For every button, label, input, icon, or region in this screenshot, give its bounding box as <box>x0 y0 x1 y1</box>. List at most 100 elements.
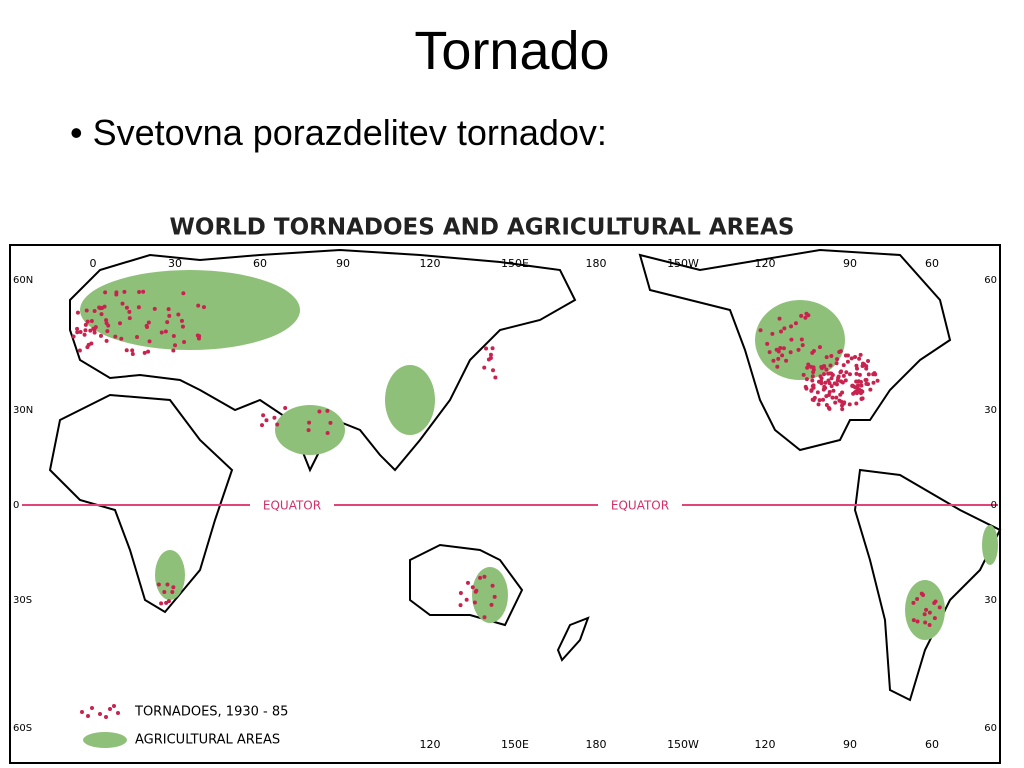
longitude-label: 60 <box>253 257 267 270</box>
tornado-dot <box>933 599 938 604</box>
tornado-dot <box>146 320 151 325</box>
tornado-dot <box>784 358 789 363</box>
ag-area <box>80 270 300 350</box>
longitude-label: 180 <box>586 257 607 270</box>
tornado-dot <box>102 304 107 309</box>
tornado-dot <box>826 378 831 383</box>
tornado-dot <box>859 396 864 401</box>
tornado-dot <box>114 290 119 295</box>
legend-dot <box>112 704 116 708</box>
longitude-label: 30 <box>168 257 182 270</box>
tornado-dot <box>159 601 164 606</box>
tornado-dot <box>799 313 804 318</box>
tornado-dot <box>828 363 833 368</box>
tornado-dot <box>283 405 288 410</box>
tornado-dot <box>127 316 132 321</box>
tornado-dot <box>144 323 149 328</box>
tornado-dot <box>130 352 135 357</box>
tornado-dot <box>921 593 926 598</box>
tornado-dot <box>130 348 135 353</box>
tornado-dot <box>146 349 151 354</box>
tornado-dot <box>306 428 311 433</box>
legend-swatch <box>83 732 127 748</box>
latitude-label: 60N <box>13 275 33 286</box>
tornado-points <box>71 289 942 628</box>
africa <box>48 393 234 614</box>
latitude-label: 0 <box>991 500 997 511</box>
tornado-dot <box>491 368 496 373</box>
tornado-dot <box>758 328 763 333</box>
legend-dot <box>104 715 108 719</box>
longitude-label: 60 <box>925 257 939 270</box>
tornado-dot <box>771 358 776 363</box>
longitude-label: 180 <box>586 738 607 751</box>
tornado-dot <box>823 380 828 385</box>
tornado-dot <box>490 583 495 588</box>
tornado-dot <box>843 378 848 383</box>
tornado-dot <box>868 387 873 392</box>
longitude-label: 120 <box>755 257 776 270</box>
tornado-dot <box>911 600 916 605</box>
tornado-dot <box>812 395 817 400</box>
tornado-dot <box>811 385 816 390</box>
tornado-dot <box>136 305 141 310</box>
tornado-dot <box>840 380 845 385</box>
tornado-dot <box>854 401 859 406</box>
tornado-dot <box>822 363 827 368</box>
longitude-label: 120 <box>420 738 441 751</box>
tornado-dot <box>857 356 862 361</box>
tornado-dot <box>829 376 834 381</box>
tornado-dot <box>806 313 811 318</box>
tornado-dot <box>472 600 477 605</box>
tornado-dot <box>835 357 840 362</box>
tornado-dot <box>841 373 846 378</box>
tornado-dot <box>864 364 869 369</box>
tornado-dot <box>97 305 102 310</box>
tornado-dot <box>122 289 127 294</box>
latitude-label: 60S <box>13 723 32 734</box>
tornado-dot <box>860 389 865 394</box>
tornado-dot <box>840 407 845 412</box>
tornado-dot <box>776 349 781 354</box>
tornado-dot <box>82 332 87 337</box>
map-title: WORLD TORNADOES AND AGRICULTURAL AREAS <box>170 215 795 241</box>
tornado-dot <box>261 413 266 418</box>
tornado-dot <box>805 365 810 370</box>
tornado-dot <box>809 364 814 369</box>
tornado-dot <box>801 372 806 377</box>
tornado-dot <box>147 339 152 344</box>
tornado-dot <box>841 363 846 368</box>
tornado-dot <box>780 353 785 358</box>
tornado-dot <box>458 591 463 596</box>
tornado-dot <box>166 307 171 312</box>
tornado-dot <box>858 352 863 357</box>
tornado-dot <box>860 361 865 366</box>
tornado-dot <box>833 400 838 405</box>
latitude-label: 60 <box>984 723 997 734</box>
tornado-dot <box>478 575 483 580</box>
tornado-dot <box>830 395 835 400</box>
tornado-dot <box>856 383 861 388</box>
ag-area <box>472 567 508 623</box>
tornado-dot <box>834 361 839 366</box>
tornado-dot <box>875 378 880 383</box>
tornado-dot <box>493 375 498 380</box>
tornado-dot <box>171 334 176 339</box>
tornado-dot <box>847 402 852 407</box>
legend-dot <box>108 707 112 711</box>
tornado-dot <box>837 398 842 403</box>
tornado-dot <box>171 348 176 353</box>
tornado-dot <box>777 316 782 321</box>
tornado-dot <box>817 345 822 350</box>
tornado-dot <box>847 372 852 377</box>
tornado-dot <box>793 321 798 326</box>
tornado-dot <box>152 306 157 311</box>
tornado-dot <box>819 381 824 386</box>
tornado-dot <box>830 373 835 378</box>
longitude-label: 120 <box>420 257 441 270</box>
tornado-dot <box>117 321 122 326</box>
legend-label: AGRICULTURAL AREAS <box>135 733 280 748</box>
tornado-dot <box>922 612 927 617</box>
tornado-dot <box>142 350 147 355</box>
